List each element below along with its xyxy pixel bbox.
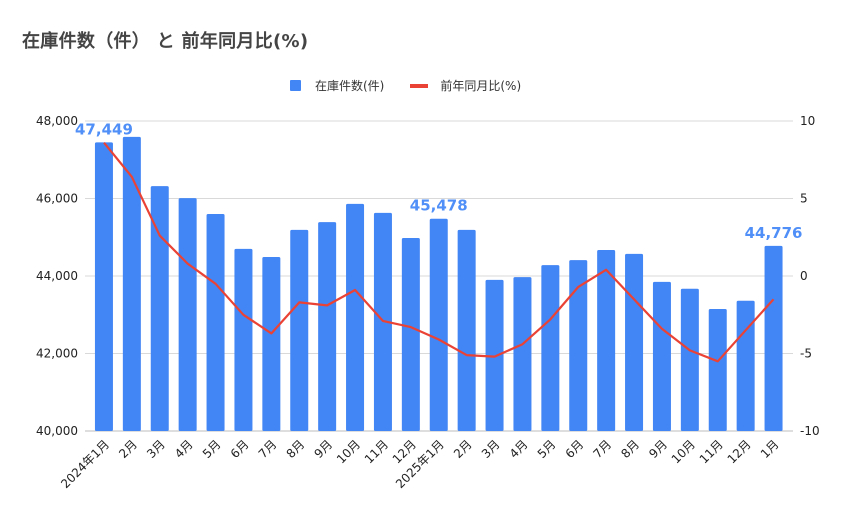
bar[interactable] — [708, 308, 727, 431]
line-series — [103, 142, 775, 363]
bar[interactable] — [290, 229, 309, 431]
right-axis: -10 -5 0 5 10 — [800, 114, 820, 438]
x-axis-tick: 12月 — [725, 437, 754, 466]
bar[interactable] — [652, 281, 671, 431]
left-axis-tick: 40,000 — [36, 424, 78, 438]
x-axis-tick: 3月 — [479, 437, 503, 461]
legend-item-yoy[interactable]: 前年同月比(%) — [410, 77, 521, 94]
bar-series — [94, 136, 783, 431]
right-axis-tick: 10 — [800, 114, 815, 128]
data-label: 44,776 — [745, 224, 803, 242]
bar[interactable] — [457, 229, 476, 431]
left-axis-tick: 46,000 — [36, 192, 78, 206]
yoy-line[interactable] — [103, 142, 775, 363]
bar[interactable] — [625, 253, 644, 431]
bar[interactable] — [346, 203, 365, 431]
x-axis-tick: 1月 — [758, 437, 782, 461]
chart-title: 在庫件数（件） と 前年同月比(%) — [22, 31, 309, 52]
left-axis: 40,000 42,000 44,000 46,000 48,000 — [36, 114, 78, 438]
data-label: 47,449 — [75, 120, 133, 138]
right-axis-tick: -5 — [800, 347, 812, 361]
bar[interactable] — [429, 218, 448, 431]
legend-item-inventory[interactable]: 在庫件数(件) — [290, 77, 384, 94]
bar[interactable] — [150, 186, 169, 431]
x-axis-tick: 4月 — [507, 437, 531, 461]
right-axis-tick: -10 — [800, 424, 820, 438]
bar[interactable] — [262, 257, 281, 431]
x-axis-tick: 2月 — [451, 437, 475, 461]
x-axis-tick: 11月 — [697, 437, 726, 466]
bar[interactable] — [736, 300, 755, 431]
bar[interactable] — [569, 260, 588, 431]
bar[interactable] — [680, 288, 699, 431]
bar[interactable] — [318, 222, 337, 431]
bar[interactable] — [401, 238, 420, 431]
bar[interactable] — [122, 136, 141, 431]
x-axis-tick: 3月 — [144, 437, 168, 461]
x-axis-tick: 9月 — [311, 437, 335, 461]
right-axis-tick: 0 — [800, 269, 808, 283]
x-axis-tick: 7月 — [256, 437, 280, 461]
left-axis-tick: 44,000 — [36, 269, 78, 283]
x-axis-tick: 5月 — [200, 437, 224, 461]
bar[interactable] — [206, 214, 225, 431]
legend-label-yoy: 前年同月比(%) — [440, 79, 522, 93]
bar[interactable] — [541, 265, 560, 431]
bar-swatch-icon — [290, 80, 301, 91]
x-axis-tick: 2024年1月 — [58, 437, 112, 491]
x-axis-tick: 8月 — [618, 437, 642, 461]
bar[interactable] — [178, 198, 197, 431]
bar[interactable] — [94, 142, 113, 431]
x-axis-tick: 6月 — [563, 437, 587, 461]
x-axis-tick: 4月 — [172, 437, 196, 461]
bar[interactable] — [597, 250, 616, 431]
x-axis-tick: 5月 — [535, 437, 559, 461]
legend-label-inventory: 在庫件数(件) — [315, 79, 385, 93]
x-axis-tick: 10月 — [669, 437, 698, 466]
left-axis-tick: 42,000 — [36, 347, 78, 361]
left-axis-tick: 48,000 — [36, 114, 78, 128]
x-axis-tick: 9月 — [646, 437, 670, 461]
chart-legend: 在庫件数(件) 前年同月比(%) — [290, 77, 547, 94]
x-axis-tick: 8月 — [284, 437, 308, 461]
x-axis-tick: 11月 — [362, 437, 391, 466]
x-axis-tick: 7月 — [590, 437, 614, 461]
x-axis-tick: 6月 — [228, 437, 252, 461]
data-label: 45,478 — [410, 197, 468, 215]
line-swatch-icon — [410, 83, 429, 88]
bar[interactable] — [513, 277, 532, 431]
x-axis-tick: 10月 — [334, 437, 363, 466]
x-axis-tick: 2月 — [116, 437, 140, 461]
bar[interactable] — [234, 248, 253, 431]
data-labels: 47,449 45,478 44,776 — [75, 120, 802, 242]
right-axis-tick: 5 — [800, 192, 808, 206]
bar[interactable] — [764, 245, 783, 431]
